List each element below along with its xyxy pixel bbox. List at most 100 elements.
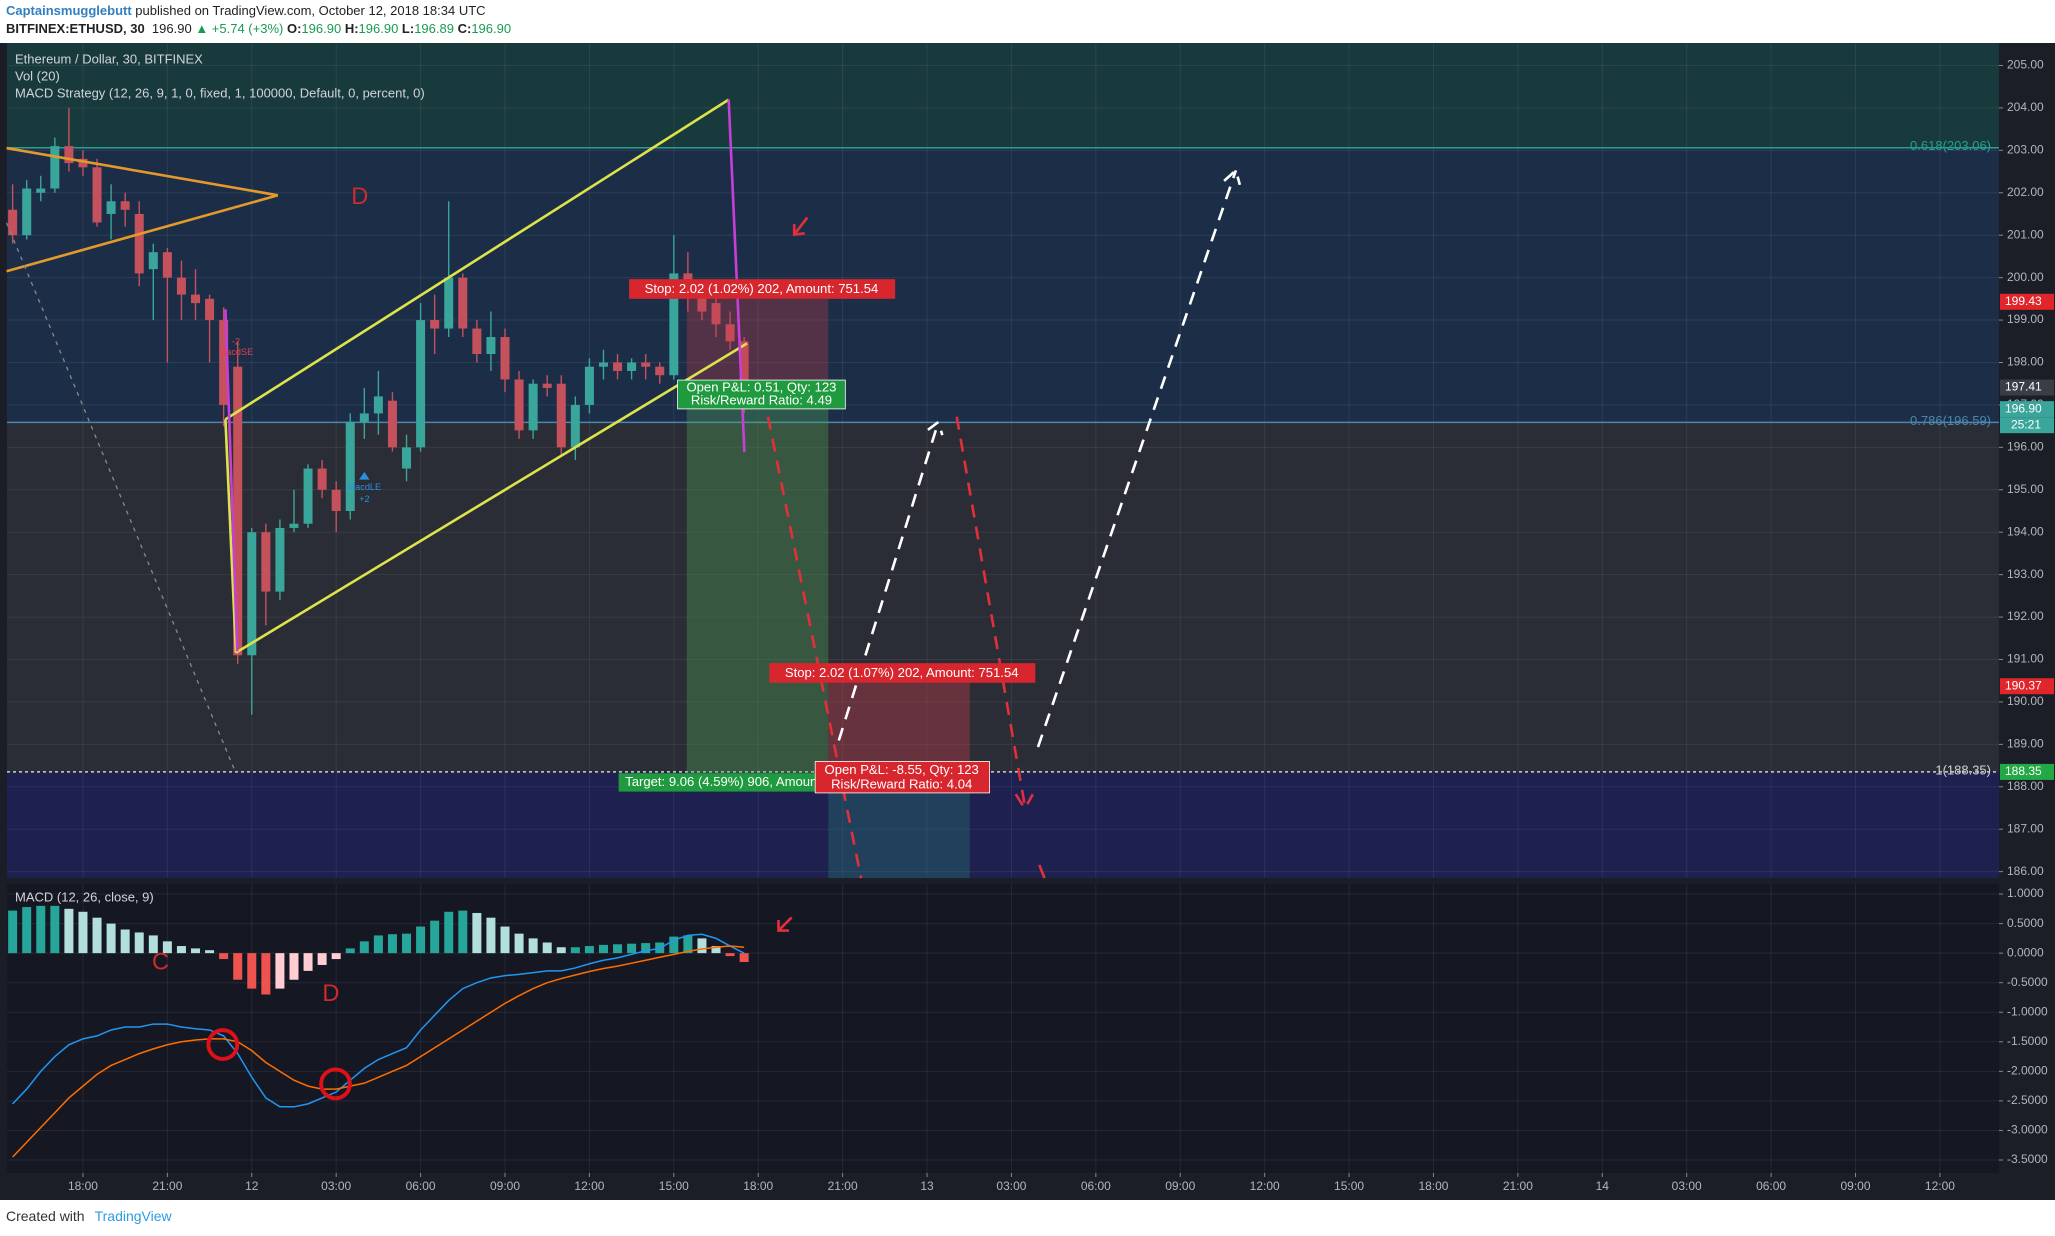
candle-body	[725, 324, 735, 342]
label-box	[677, 379, 846, 410]
price-tag-label: 190.37	[2005, 678, 2042, 692]
histogram-bar	[613, 944, 623, 954]
x-tick-label: 12	[245, 1179, 259, 1193]
price-tag-label: 188.35	[2005, 764, 2042, 778]
histogram-bar	[233, 953, 243, 980]
drawings: D C D -2 MacdSE MacdLE +2 Stop: 2.02 (1.…	[5, 98, 1242, 1101]
cross-circle	[206, 1028, 240, 1061]
y-tick-label: -1.0000	[2007, 1004, 2048, 1018]
price-axis	[1999, 884, 2055, 1173]
trend-line	[5, 222, 237, 774]
candle-body	[22, 188, 32, 236]
o: 196.90	[301, 21, 342, 36]
candle-body	[205, 298, 215, 321]
candle-body	[514, 379, 524, 431]
header-line: BITFINEX:ETHUSD, 30 196.90 ▲ +5.74 (+3%)…	[6, 20, 511, 38]
candle-body	[430, 320, 440, 329]
candle-body	[92, 167, 102, 223]
candle-body	[176, 277, 186, 295]
candle-body	[373, 396, 383, 414]
y-tick-label: 196.00	[2007, 440, 2044, 454]
candle-body	[50, 146, 60, 189]
histogram-bar	[205, 950, 215, 954]
x-tick-label: 13	[920, 1179, 934, 1193]
histogram-bar	[458, 910, 468, 954]
histogram-bar	[345, 948, 355, 954]
brand[interactable]: TradingView	[94, 1208, 172, 1224]
y-tick-label: 188.00	[2007, 779, 2044, 793]
y-tick-label: 186.00	[2007, 864, 2044, 878]
candle-body	[78, 158, 88, 168]
x-tick-label: 21:00	[828, 1179, 858, 1193]
signal-label: MacdSE	[219, 347, 254, 357]
candle-body	[500, 337, 510, 380]
macd-line	[12, 933, 745, 1108]
histogram-bar	[472, 912, 482, 954]
histogram-bar	[22, 907, 32, 954]
histogram-bar	[275, 953, 285, 989]
y-tick-label: 200.00	[2007, 270, 2044, 284]
histogram-bar	[303, 953, 313, 971]
histogram-bar	[739, 953, 749, 963]
projection-arrow	[1036, 167, 1242, 748]
histogram-bar	[570, 947, 580, 954]
position-label: Stop: 2.02 (1.02%) 202, Amount: 751.54	[645, 281, 879, 296]
price-tag-label: 196.90	[2005, 401, 2042, 415]
y-tick-label: 199.00	[2007, 312, 2044, 326]
price-tag	[2000, 401, 2054, 418]
author[interactable]: Captainsmugglebutt	[6, 3, 132, 18]
price-axis	[1999, 43, 2055, 878]
histogram-bar	[430, 920, 440, 954]
h-label: H:	[344, 21, 359, 36]
candle-body	[106, 201, 116, 214]
candle-body	[36, 188, 46, 193]
level-label: 0.786(196.59)	[1910, 413, 1991, 428]
channel	[235, 342, 748, 654]
legend-line: Vol (20)	[15, 68, 60, 83]
histogram-bar	[134, 932, 144, 954]
level-zone	[7, 771, 1999, 878]
y-tick-label: -0.5000	[2007, 975, 2048, 989]
histogram-bar	[444, 911, 454, 954]
price-tag-label: 199.43	[2005, 294, 2042, 308]
candle-body	[641, 362, 651, 367]
histogram-bar	[50, 905, 60, 954]
candle-body	[584, 366, 594, 405]
histogram-bar	[92, 917, 102, 954]
candle-body	[472, 328, 482, 355]
projection-arrow	[837, 419, 944, 741]
level-label: 1(188.35)	[1935, 762, 1991, 777]
candle-body	[162, 252, 172, 278]
histogram-bar	[697, 938, 707, 954]
candle-body	[556, 383, 566, 448]
candle-body	[261, 532, 271, 592]
l: 196.89	[414, 21, 454, 36]
projection-arrow	[766, 416, 863, 879]
projection-arrow	[955, 416, 1034, 812]
x-tick-label: 06:00	[406, 1179, 436, 1193]
y-tick-label: 192.00	[2007, 609, 2044, 623]
header: Captainsmugglebutt published on TradingV…	[6, 2, 511, 38]
histogram-bar	[373, 935, 383, 954]
x-tick-label: 09:00	[490, 1179, 520, 1193]
y-tick-label: 189.00	[2007, 737, 2044, 751]
triangle	[6, 146, 279, 197]
histogram-bar	[331, 953, 341, 960]
last: 196.90	[151, 21, 192, 36]
candle-body	[120, 201, 130, 210]
position-label: Open P&L: 0.51, Qty: 123	[686, 379, 836, 394]
candle-body	[542, 383, 552, 388]
y-tick-label: 201.00	[2007, 227, 2044, 241]
countdown-tag	[2000, 417, 2054, 434]
price-tag	[2000, 678, 2054, 695]
label-box	[769, 663, 1036, 683]
candle-body	[711, 303, 721, 325]
y-tick-label: 195.00	[2007, 482, 2044, 496]
signal-qty: +2	[359, 494, 369, 504]
level-zone	[7, 147, 1999, 423]
symbol: BITFINEX:ETHUSD, 30	[6, 21, 145, 36]
y-tick-label: 1.0000	[2007, 886, 2044, 900]
histogram-bar	[219, 953, 229, 960]
x-tick-label: 15:00	[659, 1179, 689, 1193]
